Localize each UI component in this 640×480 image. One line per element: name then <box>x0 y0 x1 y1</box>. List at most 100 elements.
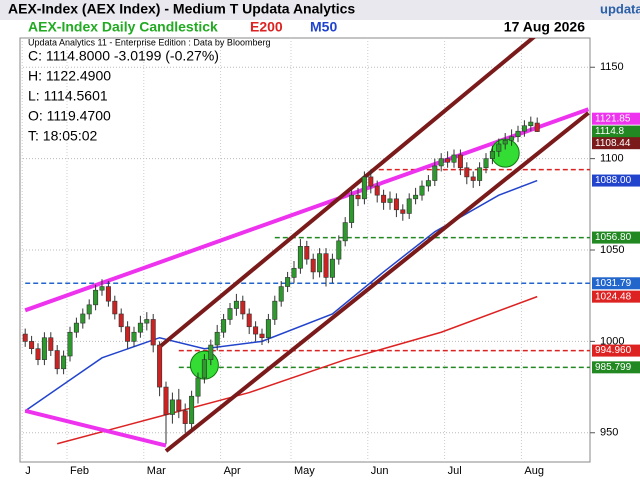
x-tick-label: Jul <box>448 465 462 477</box>
x-tick-label: May <box>294 465 315 477</box>
candle-body <box>406 198 412 214</box>
candle-body <box>176 399 182 412</box>
candle-body <box>355 194 361 200</box>
candle-body <box>41 337 47 360</box>
candle-body <box>221 319 227 333</box>
logo: updata <box>600 1 640 16</box>
candle-body <box>304 246 310 260</box>
candle-body <box>291 267 297 278</box>
price-tag <box>592 361 640 374</box>
candle-body <box>483 158 489 169</box>
candle-body <box>80 313 86 324</box>
candle-body <box>227 308 233 320</box>
candle-body <box>240 300 246 315</box>
x-tick-label: Aug <box>524 465 544 477</box>
candle-body <box>265 319 271 339</box>
candle-body <box>496 143 502 152</box>
candle-body <box>125 326 131 342</box>
candle-body <box>195 377 201 397</box>
candle-body <box>272 300 278 320</box>
candle-body <box>464 167 470 178</box>
candle-body <box>131 331 137 342</box>
candle-body <box>157 344 163 388</box>
info-line: O: 1119.4700 <box>28 108 111 124</box>
price-tag-label: 985.799 <box>595 362 632 373</box>
candle-body <box>93 289 99 306</box>
x-tick-label: Feb <box>70 465 89 477</box>
candle-body <box>477 167 483 181</box>
ma-line <box>24 179 538 412</box>
candle-body <box>432 165 438 181</box>
candle-body <box>297 246 303 269</box>
candle-body <box>48 337 54 351</box>
price-tag-label: 1108.44 <box>595 138 631 149</box>
candle-body <box>451 154 457 163</box>
y-tick-label: 950 <box>600 427 618 439</box>
candle-body <box>509 136 515 141</box>
y-tick-label: 1150 <box>600 61 624 73</box>
candle-body <box>137 322 143 333</box>
trendline <box>158 38 536 349</box>
candle-body <box>118 313 124 328</box>
candle-body <box>67 331 73 357</box>
price-tag <box>592 174 640 187</box>
candle-body <box>419 185 425 196</box>
x-tick-label: Mar <box>147 465 166 477</box>
candle-body <box>349 194 355 223</box>
candle-body <box>112 300 118 315</box>
x-tick-label: Jun <box>371 465 389 477</box>
price-tag-label: 1114.8 <box>595 126 625 137</box>
y-tick-label: 1000 <box>600 335 624 347</box>
candle-body <box>150 319 156 346</box>
subtitle: AEX-Index Daily Candlestick <box>28 19 218 35</box>
candle-body <box>208 344 214 360</box>
candle-body <box>438 158 444 167</box>
price-tag-label: 1031.79 <box>595 278 632 289</box>
price-tag <box>592 231 640 244</box>
candle-body <box>521 125 527 132</box>
trendline <box>24 408 167 448</box>
legend-entry: M50 <box>310 19 337 35</box>
price-tag <box>592 112 640 125</box>
candle-body <box>413 194 419 200</box>
candle-body <box>163 386 169 415</box>
candle-body <box>169 399 175 415</box>
candle-body <box>105 286 111 302</box>
trendline <box>24 107 590 313</box>
candle-body <box>29 341 35 349</box>
candle-body <box>445 158 451 163</box>
y-tick-label: 1050 <box>600 244 624 256</box>
price-tag <box>592 277 640 290</box>
candle-body <box>99 286 105 291</box>
candle-body <box>22 333 28 342</box>
candle-body <box>246 313 252 328</box>
y-tick-label: 1100 <box>600 153 624 165</box>
candle-body <box>425 180 431 187</box>
price-tag-label: 1024.48 <box>595 291 632 302</box>
candle-body <box>61 355 67 370</box>
candle-body <box>233 300 239 309</box>
candle-body <box>310 258 316 273</box>
candle-body <box>489 151 495 159</box>
price-tag-label: 1056.80 <box>595 232 632 243</box>
candle-body <box>35 348 41 360</box>
price-tag-label: 994.960 <box>595 345 632 356</box>
legend-entry: E200 <box>250 19 283 35</box>
candle-body <box>457 154 463 169</box>
candle-body <box>528 121 534 127</box>
candle-body <box>144 319 150 324</box>
candle-body <box>387 198 393 203</box>
candle-body <box>515 130 521 137</box>
candle-body <box>381 194 387 203</box>
candle-body <box>278 286 284 302</box>
ma-line <box>57 295 538 445</box>
candle-body <box>534 122 540 132</box>
candle-body <box>253 326 259 335</box>
candle-body <box>400 209 406 214</box>
price-tag <box>592 137 640 150</box>
candle-body <box>285 277 291 287</box>
title-bar <box>0 0 640 20</box>
info-line: C: 1114.8000 -3.0199 (-0.27%) <box>28 48 219 64</box>
candle-body <box>259 333 265 339</box>
x-tick-label: J <box>25 465 31 477</box>
